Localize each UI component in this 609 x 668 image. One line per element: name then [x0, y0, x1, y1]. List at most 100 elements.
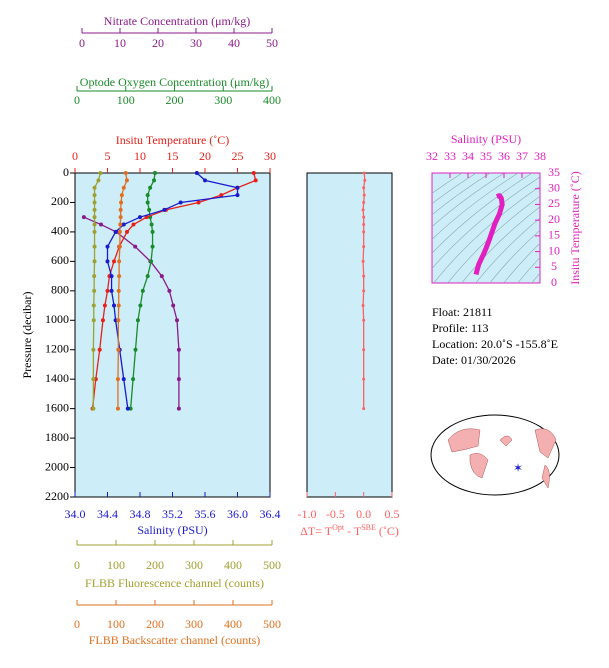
tick-label: 200: [146, 558, 164, 572]
profile-point: [91, 318, 96, 323]
profile-point: [105, 244, 110, 249]
profile-point: [99, 222, 103, 227]
profile-point: [196, 200, 201, 205]
profile-point: [176, 406, 181, 411]
float-info: Float: 21811: [432, 305, 493, 319]
profile-point: [123, 171, 128, 175]
profile-point: [362, 348, 366, 352]
profile-point: [117, 229, 122, 234]
profile-point: [148, 185, 153, 190]
tick-label: 100: [117, 93, 135, 107]
tick-label: 0: [74, 93, 80, 107]
x-axis-title-part: Opt: [332, 523, 345, 532]
x-axis-title: Salinity (PSU): [451, 132, 521, 146]
axis-title: Optode Oxygen Concentration (μm/kg): [80, 75, 269, 89]
profile-point: [92, 288, 97, 293]
profile-point: [112, 259, 116, 264]
float-info: Profile: 113: [432, 321, 489, 335]
profile-point: [253, 178, 258, 183]
profile-point: [235, 185, 240, 190]
profile-point: [92, 200, 97, 205]
plot-area: [306, 172, 393, 498]
tick-label: 30: [190, 36, 202, 50]
profile-point: [92, 222, 97, 227]
profile-point: [117, 244, 122, 249]
x-axis-title-part: (˚C): [376, 524, 399, 538]
tick-label: 36.4: [260, 507, 281, 521]
profile-point: [109, 288, 114, 293]
density-contour: [432, 173, 533, 254]
density-contour: [447, 195, 540, 283]
profile-point: [116, 318, 121, 323]
tick-label: 1200: [45, 341, 69, 355]
tick-label: 37: [516, 149, 528, 163]
tick-label: 200: [51, 194, 69, 208]
profile-point: [92, 229, 97, 234]
profile-point: [176, 377, 181, 382]
profile-point: [194, 171, 199, 175]
profile-point: [167, 288, 172, 293]
profile-point: [98, 171, 103, 175]
profile-point: [112, 303, 116, 308]
profile-point: [150, 244, 155, 249]
axis-title: Salinity (PSU): [137, 523, 207, 537]
profile-point: [91, 406, 96, 411]
profile-point: [363, 178, 367, 182]
tick-label: 100: [107, 617, 125, 631]
axis-title: Insitu Temperature (˚C): [116, 133, 230, 147]
profile-point: [113, 229, 118, 234]
tick-label: 200: [166, 93, 184, 107]
profile-point: [133, 347, 138, 352]
profile-point: [131, 377, 136, 382]
profile-point: [119, 193, 124, 198]
tick-label: 0: [551, 275, 557, 289]
x-axis-title-part: - T: [344, 524, 362, 538]
tick-label: 300: [214, 93, 232, 107]
tick-label: 600: [51, 253, 69, 267]
profile-point: [102, 303, 107, 308]
profile-point: [105, 288, 110, 293]
profile-line: [83, 216, 180, 409]
tick-label: 400: [51, 224, 69, 238]
density-contour: [432, 173, 505, 228]
profile-point: [100, 318, 105, 323]
tick-label: 20: [548, 212, 560, 226]
profile-point: [362, 230, 366, 234]
profile-point: [362, 200, 366, 204]
profile-point: [118, 215, 123, 220]
profile-point: [140, 288, 145, 293]
axis-title: Nitrate Concentration (μm/kg): [104, 14, 250, 28]
density-contour: [531, 272, 540, 283]
tick-label: 15: [548, 228, 560, 242]
tick-label: 35: [480, 149, 492, 163]
tick-label: 300: [185, 558, 203, 572]
tick-label: 400: [224, 617, 242, 631]
tick-label: 2200: [45, 489, 69, 503]
float-marker: ✶: [513, 461, 523, 475]
profile-point: [125, 406, 130, 411]
profile-line: [91, 172, 257, 409]
tick-label: 10: [114, 36, 126, 50]
tick-label: 0: [72, 149, 78, 163]
tick-label: 0: [79, 36, 85, 50]
profile-point: [91, 303, 96, 308]
profile-point: [92, 185, 97, 190]
profile-point: [149, 259, 154, 264]
plot-area: [74, 172, 271, 498]
profile-point: [91, 347, 96, 352]
profile-point: [235, 193, 240, 198]
tick-label: 25: [232, 149, 244, 163]
tick-label: 40: [228, 36, 240, 50]
density-contour: [517, 257, 540, 283]
profile-point: [121, 185, 126, 190]
profile-point: [362, 171, 366, 175]
profile-point: [362, 274, 366, 278]
profile-point: [150, 229, 155, 234]
tick-label: 10: [548, 243, 560, 257]
profile-point: [118, 207, 123, 212]
tick-label: 36: [498, 149, 510, 163]
tick-label: 34.8: [130, 507, 151, 521]
ts-curve: [473, 193, 505, 276]
profile-point: [251, 171, 256, 175]
profile-point: [362, 193, 366, 197]
